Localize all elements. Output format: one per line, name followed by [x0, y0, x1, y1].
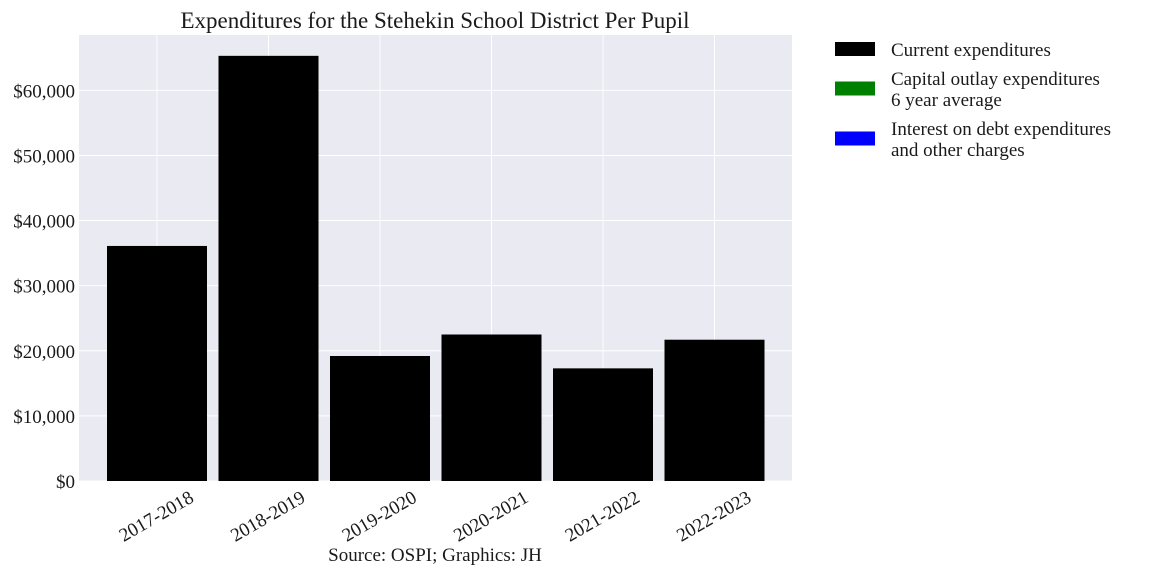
y-tick-label: $50,000 [13, 146, 75, 167]
bar-2017-2018-series-0 [107, 245, 207, 481]
bar-2020-2021-series-0 [441, 334, 542, 481]
y-tick-label: $0 [56, 472, 75, 493]
bars [107, 55, 765, 482]
legend-label-1: Capital outlay expenditures 6 year averag… [891, 69, 1100, 111]
y-tick-label: $30,000 [13, 277, 75, 298]
bar-2018-2019-series-0 [218, 55, 319, 482]
x-tick-label: 2018-2019 [227, 487, 309, 546]
x-axis: 2017-2018 2018-2019 2019-2020 2020-2021 2021… [116, 487, 755, 546]
bar-2019-2020-series-0 [330, 355, 430, 481]
chart-title: Expenditures for the Stehekin School Dis… [180, 8, 689, 33]
legend-swatch-2 [835, 131, 875, 146]
legend-label-0: Current expenditures [891, 40, 1051, 61]
x-tick-label: 2020-2021 [450, 487, 532, 546]
x-tick-label: 2022-2023 [673, 487, 755, 546]
x-tick-label: 2021-2022 [562, 487, 644, 546]
legend-swatch-0 [835, 42, 875, 56]
y-tick-label: $40,000 [13, 212, 75, 233]
x-tick-label: 2019-2020 [339, 487, 421, 546]
bar-2021-2022-series-0 [553, 368, 653, 481]
y-axis: $0 $10,000 $20,000 $30,000 $40,000 $50,000 $60… [13, 81, 75, 493]
y-tick-label: $20,000 [13, 342, 75, 363]
y-tick-label: $10,000 [13, 407, 75, 428]
bar-2022-2023-series-0 [664, 339, 765, 481]
legend-label-2: Interest on debt expenditures and other c… [891, 119, 1111, 161]
y-tick-label: $60,000 [13, 81, 75, 102]
x-axis-label: Source: OSPI; Graphics: JH [328, 545, 542, 566]
legend: Current expenditures Capital outlay expen… [835, 40, 1111, 161]
x-tick-label: 2017-2018 [116, 487, 198, 546]
legend-swatch-1 [835, 81, 875, 96]
